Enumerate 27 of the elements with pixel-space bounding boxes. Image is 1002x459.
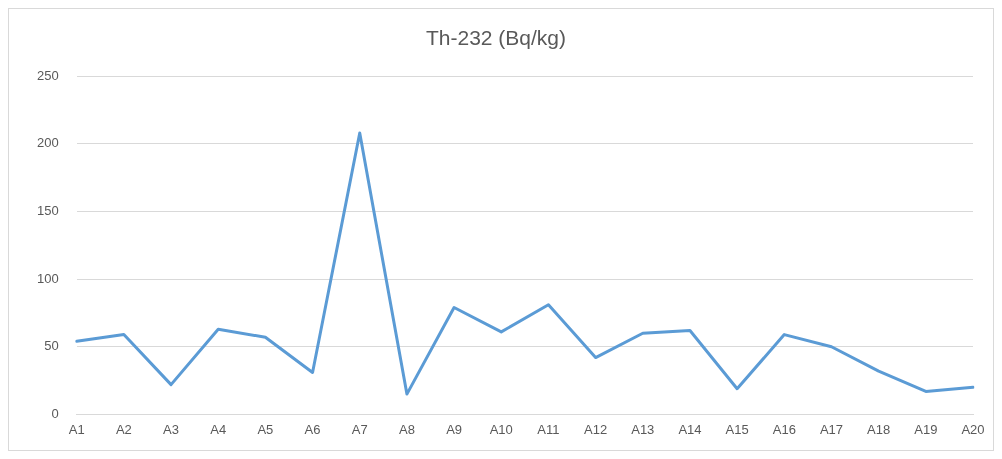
- x-tick-label: A18: [867, 421, 891, 437]
- y-tick-label: 0: [51, 405, 59, 421]
- x-tick-label: A13: [631, 421, 655, 437]
- x-tick-label: A19: [914, 421, 938, 437]
- x-tick-label: A17: [819, 421, 844, 437]
- x-tick-label: A10: [489, 421, 513, 437]
- x-tick-label: A20: [961, 421, 985, 437]
- chart-title: Th-232 (Bq/kg): [425, 26, 567, 50]
- y-tick-label: 200: [36, 135, 59, 151]
- y-tick-label: 100: [36, 270, 59, 286]
- x-tick-label: A3: [163, 421, 179, 437]
- x-tick-label: A9: [446, 421, 463, 437]
- x-tick-label: A2: [115, 421, 132, 437]
- x-tick-label: A5: [257, 421, 274, 437]
- y-tick-label: 150: [36, 203, 59, 219]
- x-tick-label: A7: [351, 421, 368, 437]
- y-tick-label: 50: [44, 338, 59, 354]
- x-tick-label: A8: [398, 421, 415, 437]
- x-tick-label: A1: [68, 421, 85, 437]
- x-tick-label: A15: [725, 421, 749, 437]
- x-tick-label: A6: [304, 421, 321, 437]
- y-tick-label: 250: [36, 67, 59, 83]
- x-tick-label: A16: [772, 421, 796, 437]
- x-tick-label: A11: [537, 421, 560, 437]
- x-tick-label: A14: [678, 421, 702, 437]
- x-tick-label: A4: [210, 421, 227, 437]
- x-tick-label: A12: [584, 421, 608, 437]
